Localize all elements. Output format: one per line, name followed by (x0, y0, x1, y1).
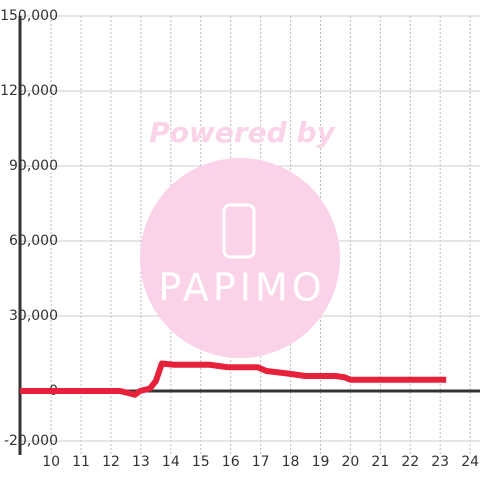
x-tick-label: 10 (42, 454, 60, 470)
x-tick-label: 22 (401, 454, 419, 470)
y-tick-label: 90,000 (9, 158, 58, 174)
x-tick-label: 16 (222, 454, 240, 470)
x-tick-label: 14 (162, 454, 180, 470)
x-tick-label: 21 (371, 454, 389, 470)
watermark-logo: PAPIMO (158, 266, 325, 310)
y-tick-label: 150,000 (0, 8, 58, 24)
y-tick-label: -20,000 (4, 433, 58, 449)
x-tick-label: 15 (192, 454, 210, 470)
x-tick-label: 24 (461, 454, 479, 470)
x-tick-label: 13 (132, 454, 150, 470)
x-tick-label: 19 (312, 454, 330, 470)
x-tick-label: 20 (341, 454, 359, 470)
y-tick-label: 60,000 (9, 233, 58, 249)
x-tick-label: 11 (72, 454, 90, 470)
y-tick-label: 30,000 (9, 308, 58, 324)
x-tick-label: 23 (431, 454, 449, 470)
x-tick-label: 18 (282, 454, 300, 470)
y-tick-label: 120,000 (0, 83, 58, 99)
watermark-text: Powered by (149, 116, 336, 149)
data-line (20, 360, 447, 398)
watermark-icon (222, 203, 256, 259)
x-tick-label: 17 (252, 454, 270, 470)
x-tick-label: 12 (102, 454, 120, 470)
